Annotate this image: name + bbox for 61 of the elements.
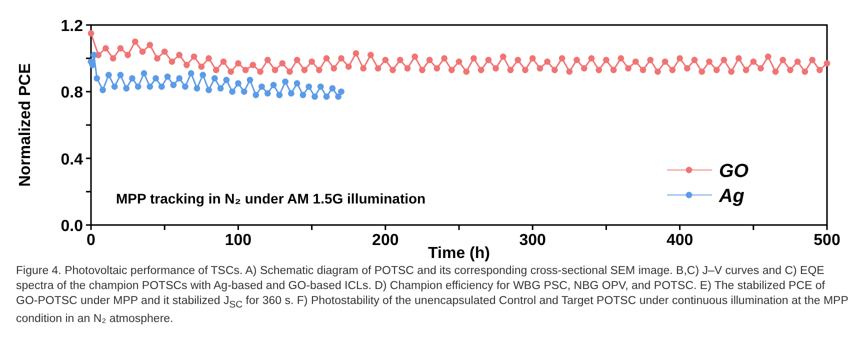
point — [105, 72, 112, 78]
point — [270, 82, 277, 88]
point — [94, 75, 100, 82]
point — [235, 80, 242, 87]
annotation: MPP tracking in N₂ under AM 1.5G illumination — [116, 190, 426, 206]
point — [282, 78, 289, 85]
point — [264, 90, 271, 97]
point — [164, 73, 171, 80]
y-tick-label: 0.4 — [60, 151, 84, 168]
point — [252, 92, 260, 98]
point — [134, 83, 142, 90]
point — [176, 75, 183, 82]
point — [276, 92, 283, 98]
legend-label: GO — [719, 161, 749, 182]
legend-label: Ag — [718, 186, 745, 207]
y-tick-label: 0.0 — [60, 218, 84, 235]
point — [111, 83, 118, 90]
x-tick-label: 500 — [814, 232, 840, 249]
point — [182, 83, 188, 90]
x-tick-label: 200 — [372, 232, 399, 249]
point — [258, 83, 265, 90]
point — [89, 62, 96, 68]
point — [140, 70, 148, 77]
y-tick-label: 0.8 — [60, 84, 84, 102]
point — [170, 82, 177, 88]
point — [158, 83, 165, 90]
point — [123, 85, 130, 92]
point — [100, 86, 106, 94]
point — [146, 83, 154, 90]
x-tick-label: 400 — [666, 232, 694, 249]
point — [200, 72, 206, 78]
x-axis-title: Time (h) — [428, 245, 490, 262]
point — [246, 76, 254, 84]
text: Figure 4. Photovoltaic performance of TSCs. A) Schematic diagram of POTSC and its corresponding cross-sectional SEM image. B,C) J–V curves and C) EQE spectra of the champion POTSCs with Ag-based and GO-based ICLs. D) Champion efficiency for WBG PSC, NBG OPV, and POTSC. E) The stabilized PCE of GO-POTSC under MPP and it stabilized J$_{SC}$ for 360 s. F) Photostability of the unencapsulated Control and Target POTSC under continuous illumination at the MPP condition in an N₂ atmosphere. — [16, 265, 848, 326]
point — [206, 86, 212, 94]
point — [217, 85, 224, 92]
x-tick-label: 100 — [224, 232, 252, 249]
point — [300, 92, 306, 98]
point — [335, 93, 342, 100]
point — [229, 88, 236, 95]
point — [90, 52, 98, 58]
point — [152, 75, 159, 82]
x-tick-label: 300 — [519, 232, 546, 249]
point — [317, 83, 324, 90]
point — [188, 70, 194, 77]
point — [288, 90, 294, 97]
point — [129, 75, 136, 82]
point — [323, 93, 330, 100]
point — [117, 72, 124, 78]
point — [211, 75, 218, 82]
point — [223, 76, 230, 84]
point — [312, 93, 318, 100]
point — [194, 85, 200, 92]
point — [294, 80, 300, 87]
x-tick-label: 0 — [86, 232, 96, 249]
y-axis-title: Normalized PCE — [17, 62, 34, 187]
point — [240, 88, 248, 95]
point — [306, 83, 312, 90]
point — [338, 88, 344, 95]
y-tick-label: 1.2 — [60, 18, 84, 35]
point — [329, 85, 336, 92]
